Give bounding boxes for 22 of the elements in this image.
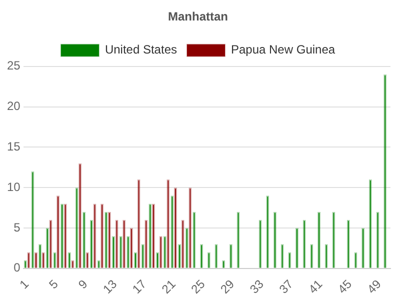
x-tick-label: 49 xyxy=(364,276,384,296)
x-tick-label: 13 xyxy=(100,276,120,296)
y-tick-label: 0 xyxy=(14,260,21,275)
x-tick-label: 25 xyxy=(188,276,208,296)
x-tick-label: 37 xyxy=(276,276,296,296)
x-tick-label: 45 xyxy=(335,276,355,296)
x-tick-label: 17 xyxy=(130,276,150,296)
y-tick-label: 5 xyxy=(14,220,21,234)
x-tick-label: 1 xyxy=(16,276,32,292)
x-tick-label: 5 xyxy=(46,276,62,292)
y-tick-label: 15 xyxy=(6,140,21,154)
x-tick-label: 33 xyxy=(247,276,267,296)
chart-title: Manhattan xyxy=(168,10,228,24)
x-tick-label: 41 xyxy=(306,276,326,296)
legend-label: Papua New Guinea xyxy=(230,42,336,57)
legend-label: United States xyxy=(104,42,177,57)
y-tick-label: 20 xyxy=(6,99,21,114)
y-tick-label: 25 xyxy=(6,58,21,73)
x-tick-label: 21 xyxy=(158,276,179,296)
x-tick-label: 9 xyxy=(76,276,90,292)
x-tick-label: 29 xyxy=(218,276,238,296)
y-tick-label: 10 xyxy=(6,180,21,194)
